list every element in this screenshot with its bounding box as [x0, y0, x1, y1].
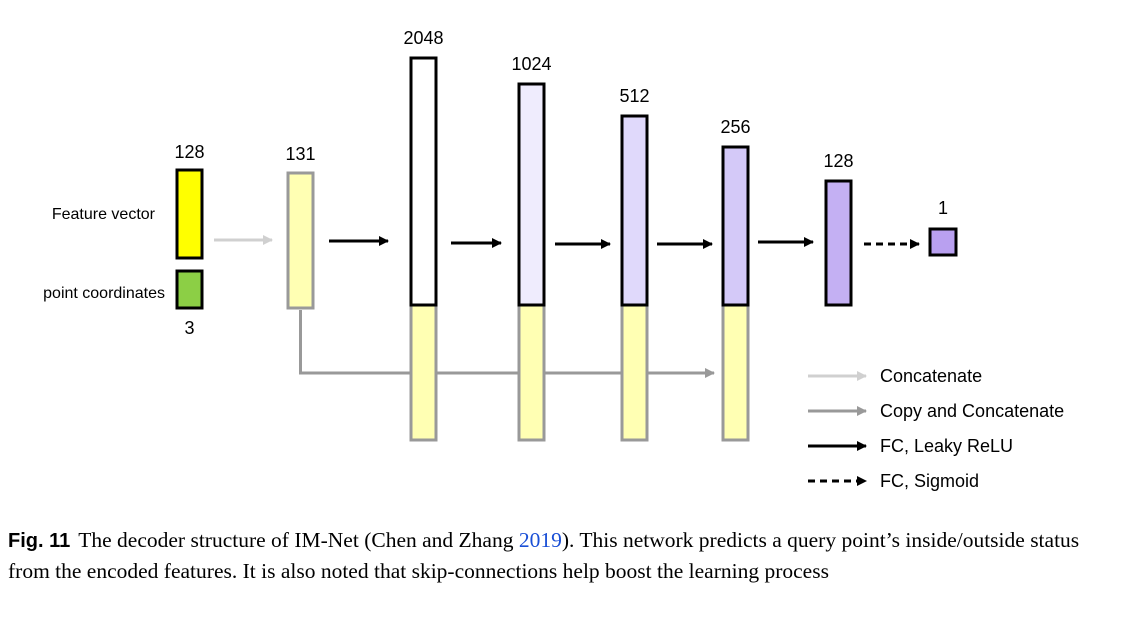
- layer-2048-size: 2048: [403, 28, 443, 48]
- legend-item-fc-sigmoid: FC, Sigmoid: [808, 471, 979, 491]
- layer-512-size: 512: [619, 86, 649, 106]
- legend-fc-sigmoid-label: FC, Sigmoid: [880, 471, 979, 491]
- output-size: 1: [938, 198, 948, 218]
- point-coordinates-label: point coordinates: [43, 285, 165, 302]
- layer-2048-skip-segment: [409, 303, 438, 442]
- layer-256-skip-segment: [721, 303, 750, 442]
- layer-512-skip-segment: [620, 303, 649, 442]
- feature-vector-box: [175, 168, 204, 260]
- legend-item-copy: Copy and Concatenate: [808, 401, 1064, 421]
- layer-256-box: [721, 145, 750, 307]
- layer-2048: 2048: [403, 28, 444, 442]
- layer-1024-box: [517, 82, 546, 307]
- skip-connection: [299, 310, 715, 378]
- layer-256-size: 256: [720, 117, 750, 137]
- layer-256: 256: [720, 117, 751, 442]
- legend-item-fc-relu: FC, Leaky ReLU: [808, 436, 1013, 456]
- caption-text-after-cite: ). This network predicts a query point’s…: [8, 528, 1080, 583]
- layer-512-box: [620, 114, 649, 307]
- layer-512: 512: [619, 86, 650, 442]
- point-coordinates-size: 3: [184, 318, 194, 338]
- legend-fc-relu-label: FC, Leaky ReLU: [880, 436, 1013, 456]
- input-point-coordinates: 3 point coordinates: [43, 269, 204, 338]
- fc-arrows: [329, 236, 920, 249]
- input-feature-vector: 128 Feature vector: [52, 142, 205, 260]
- feature-vector-label: Feature vector: [52, 206, 156, 223]
- legend-copy-label: Copy and Concatenate: [880, 401, 1064, 421]
- layer-1024-skip-segment: [517, 303, 546, 442]
- copy-concatenate-line: [299, 310, 715, 378]
- layer-1024-size: 1024: [511, 54, 551, 74]
- point-coordinates-box: [175, 269, 204, 310]
- output-box: [928, 227, 958, 257]
- figure-caption: Fig. 11 The decoder structure of IM-Net (…: [8, 525, 1116, 586]
- layer-2048-box: [409, 56, 438, 307]
- layer-128-size: 128: [823, 151, 853, 171]
- output-layer: 1: [928, 198, 958, 257]
- layer-131: 131: [285, 144, 316, 310]
- layer-1024: 1024: [511, 54, 552, 442]
- legend-item-concatenate: Concatenate: [808, 366, 982, 386]
- caption-text-before-cite: The decoder structure of IM-Net (Chen an…: [78, 528, 519, 552]
- feature-vector-size: 128: [174, 142, 204, 162]
- layer-128: 128: [823, 151, 854, 307]
- legend: Concatenate Copy and Concatenate FC, Lea…: [808, 366, 1064, 491]
- layer-131-box: [286, 171, 315, 310]
- layer-128-box: [824, 179, 853, 307]
- caption-citation-link[interactable]: 2019: [518, 528, 562, 552]
- layer-131-size: 131: [285, 144, 315, 164]
- caption-figure-label: Fig. 11: [8, 530, 71, 552]
- legend-concatenate-label: Concatenate: [880, 366, 982, 386]
- im-net-decoder-diagram: 128 Feature vector 3 point coordinates 1…: [43, 28, 1064, 491]
